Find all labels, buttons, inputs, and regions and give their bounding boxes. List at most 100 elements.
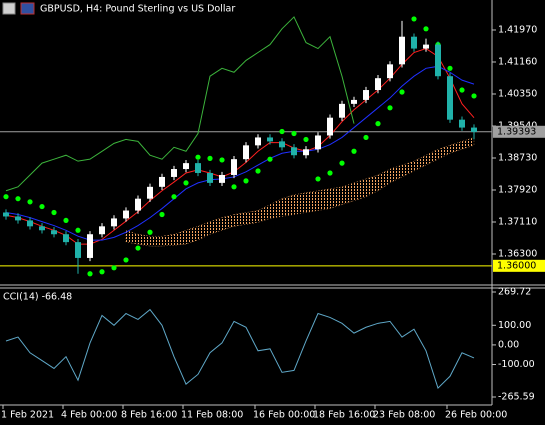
sar-dot [291, 130, 297, 137]
indicator-line [5, 16, 355, 192]
candle-body [123, 210, 129, 219]
x-tick-label: 18 Feb 16:00 [313, 410, 375, 421]
sar-dot [375, 121, 381, 127]
sar-dot [123, 257, 129, 263]
sar-dot [147, 229, 153, 235]
candle-body [231, 159, 237, 175]
sar-dot [471, 93, 477, 99]
candle-body [363, 90, 369, 100]
candle-body [279, 141, 285, 148]
y-tick-label: 1.37920 [498, 184, 537, 195]
candle-body [375, 78, 381, 91]
candle-body [15, 216, 21, 221]
sar-dot [243, 178, 249, 184]
sar-dot [399, 89, 405, 95]
candle-body [303, 149, 309, 156]
x-tick-label: 8 Feb 16:00 [121, 410, 177, 421]
candle-body [423, 44, 429, 49]
candle-body [243, 145, 249, 160]
y-tick-label: 1.38730 [498, 152, 537, 163]
sar-dot [75, 227, 81, 233]
sar-dot [135, 245, 141, 251]
sar-dot [279, 128, 285, 135]
y-tick-label: -100.00 [498, 359, 535, 370]
sar-dot [267, 156, 273, 162]
candle-body [447, 76, 453, 120]
candle-body [3, 212, 9, 217]
sar-dot [387, 105, 393, 111]
x-tick-label: 26 Feb 00:00 [445, 410, 507, 421]
sar-dot [315, 176, 321, 182]
y-tick-label: 269.72 [498, 287, 531, 298]
candle-body [75, 242, 81, 258]
y-tick-label: 100.00 [498, 320, 531, 331]
candle-body [51, 230, 57, 235]
sar-dot [39, 203, 45, 210]
sar-dot [339, 160, 345, 166]
sar-dot [51, 209, 57, 216]
candle-body [159, 176, 165, 187]
sar-dot [195, 154, 201, 160]
price-label-box [493, 125, 545, 138]
candle-body [87, 234, 93, 258]
candle-body [111, 218, 117, 227]
candle-body [435, 44, 441, 77]
price-label: 1.36000 [497, 260, 536, 271]
candle-body [63, 234, 69, 243]
sar-dot [207, 155, 213, 161]
candle-body [147, 186, 153, 199]
candle-body [171, 169, 177, 177]
x-tick-label: 1 Feb 2021 [1, 410, 54, 421]
indicator-line [5, 48, 475, 245]
flag-icon [20, 2, 35, 15]
candle-body [291, 147, 297, 156]
sar-dot [171, 194, 177, 200]
sar-dot [15, 196, 21, 202]
sar-dot [363, 134, 369, 141]
candle-body [351, 99, 357, 104]
sar-dot [111, 265, 117, 271]
y-tick-label: 1.40350 [498, 88, 537, 99]
symbol-icon [2, 2, 16, 15]
sar-dot [63, 217, 69, 224]
x-tick-label: 23 Feb 08:00 [373, 410, 435, 421]
sar-dot [327, 170, 333, 176]
sar-dot [459, 87, 465, 93]
candle-body [183, 163, 189, 170]
candle-body [219, 174, 225, 183]
sar-dot [219, 157, 225, 163]
sar-dot [3, 194, 9, 200]
sar-dot [423, 26, 429, 32]
sar-dot [411, 16, 417, 22]
candle-body [27, 220, 33, 227]
y-tick-label: -265.59 [498, 392, 535, 403]
sar-dot [231, 184, 237, 190]
candle-body [255, 137, 261, 146]
sar-dot [99, 269, 105, 275]
sar-dot [27, 199, 33, 205]
y-tick-label: 1.41160 [498, 56, 537, 67]
sar-dot [351, 148, 357, 154]
candle-body [387, 64, 393, 79]
price-label-box [493, 259, 545, 272]
candle-body [39, 226, 45, 231]
y-tick-label: 1.36300 [498, 248, 537, 259]
candle-body [471, 127, 477, 132]
candle-body [135, 198, 141, 211]
candle-body [315, 135, 321, 150]
y-tick-label: 1.37110 [498, 216, 537, 227]
price-label: 1.39393 [497, 126, 536, 137]
sar-dot [255, 168, 261, 174]
candle-body [207, 172, 213, 183]
sar-dot [303, 136, 309, 143]
y-tick-label: 1.41970 [498, 24, 537, 35]
candle-body [411, 36, 417, 49]
y-tick-label: 0.00 [498, 339, 519, 350]
x-tick-label: 4 Feb 00:00 [61, 410, 117, 421]
candle-body [327, 117, 333, 136]
indicator-title: CCI(14) -66.48 [3, 292, 72, 303]
sar-dot [447, 65, 453, 71]
indicator-line [5, 65, 475, 241]
